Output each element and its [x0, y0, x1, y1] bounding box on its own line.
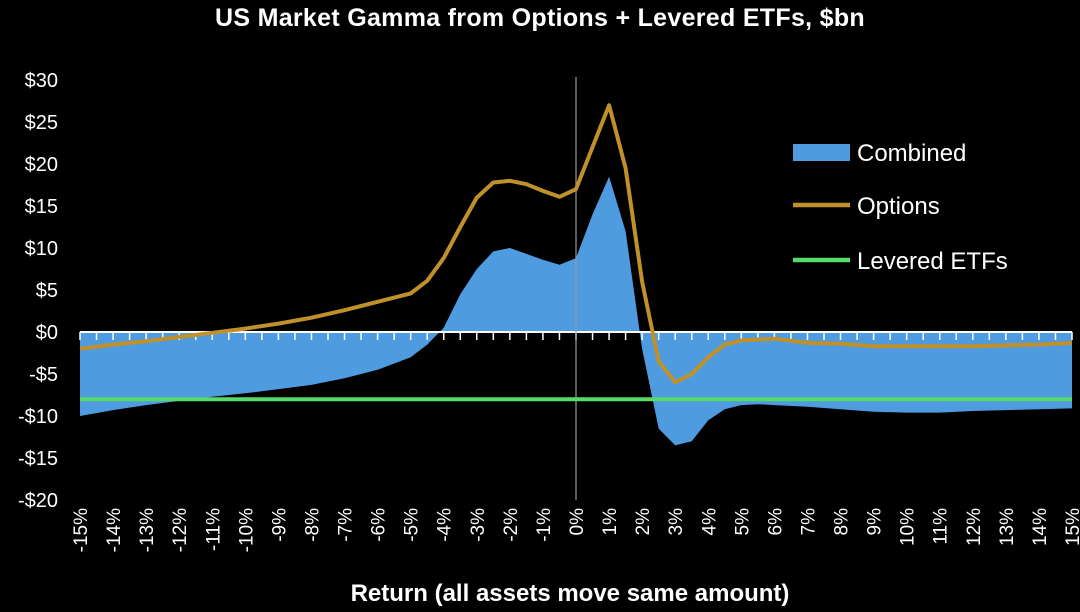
x-tick-label: 13% [997, 508, 1018, 546]
series-line-options [79, 103, 1073, 385]
x-tick-layer: -15% -14% -13% -12% -11% -10% -9% -8% -7% -6% -5% -… [71, 508, 1080, 552]
x-tick-label: 8% [832, 508, 853, 536]
x-tick-label: -15% [71, 508, 92, 552]
y-tick-label: -$15 [18, 448, 58, 470]
y-tick-label: $30 [25, 70, 58, 92]
y-tick-layer: $30 $25 $20 $15 $10 $5 $0 -$5 -$10 -$15 -$20 [18, 70, 58, 512]
x-tick-label: 9% [865, 508, 886, 536]
x-tick-label: 4% [699, 508, 720, 536]
x-tick-label: 6% [765, 508, 786, 536]
x-tick-label: -2% [501, 508, 522, 542]
y-tick-label: $0 [36, 322, 58, 344]
x-tick-label: -6% [369, 508, 390, 542]
x-tick-label: -9% [269, 508, 290, 542]
x-tick-label: 7% [798, 508, 819, 536]
x-tick-label: 12% [964, 508, 985, 546]
legend: Combined Options Levered ETFs [793, 140, 1008, 275]
x-tick-label: 10% [898, 508, 919, 546]
x-tick-label: -10% [236, 508, 257, 552]
x-tick-label: -1% [534, 508, 555, 542]
y-tick-label: $20 [25, 154, 58, 176]
x-axis-label: Return (all assets move same amount) [350, 580, 790, 607]
y-tick-label: -$10 [18, 406, 58, 428]
y-tick-label: $15 [25, 196, 58, 218]
x-tick-label: -14% [104, 508, 125, 552]
x-tick-label: 2% [633, 508, 654, 536]
y-tick-label: $10 [25, 238, 58, 260]
legend-label: Combined [857, 140, 966, 167]
x-tick-label: 0% [567, 508, 588, 536]
legend-item-options: Options [793, 193, 940, 220]
legend-item-levered-etfs: Levered ETFs [793, 248, 1008, 275]
series-line-layer [79, 103, 1073, 402]
x-tick-label: -8% [302, 508, 323, 542]
y-tick-label: $5 [36, 280, 58, 302]
x-tick-label: -4% [435, 508, 456, 542]
x-tick-label: -5% [402, 508, 423, 542]
x-tick-label: 14% [1030, 508, 1051, 546]
legend-label: Options [857, 193, 940, 220]
y-tick-label: $25 [25, 112, 58, 134]
chart-title: US Market Gamma from Options + Levered E… [215, 4, 865, 32]
y-tick-label: -$5 [29, 364, 58, 386]
x-tick-label: -3% [468, 508, 489, 542]
x-tick-label: -12% [170, 508, 191, 552]
legend-swatch [793, 144, 850, 161]
x-tick-label: 5% [732, 508, 753, 536]
x-tick-label: -11% [203, 508, 224, 551]
legend-label: Levered ETFs [857, 248, 1008, 275]
x-tick-label: 3% [666, 508, 687, 536]
x-tick-label: -7% [336, 508, 357, 542]
x-tick-label: 11% [931, 508, 952, 545]
legend-item-combined: Combined [793, 140, 966, 167]
x-tick-label: 1% [600, 508, 621, 536]
x-tick-label: 15% [1063, 508, 1080, 546]
x-tick-label: -13% [137, 508, 158, 552]
y-tick-label: -$20 [18, 490, 58, 512]
